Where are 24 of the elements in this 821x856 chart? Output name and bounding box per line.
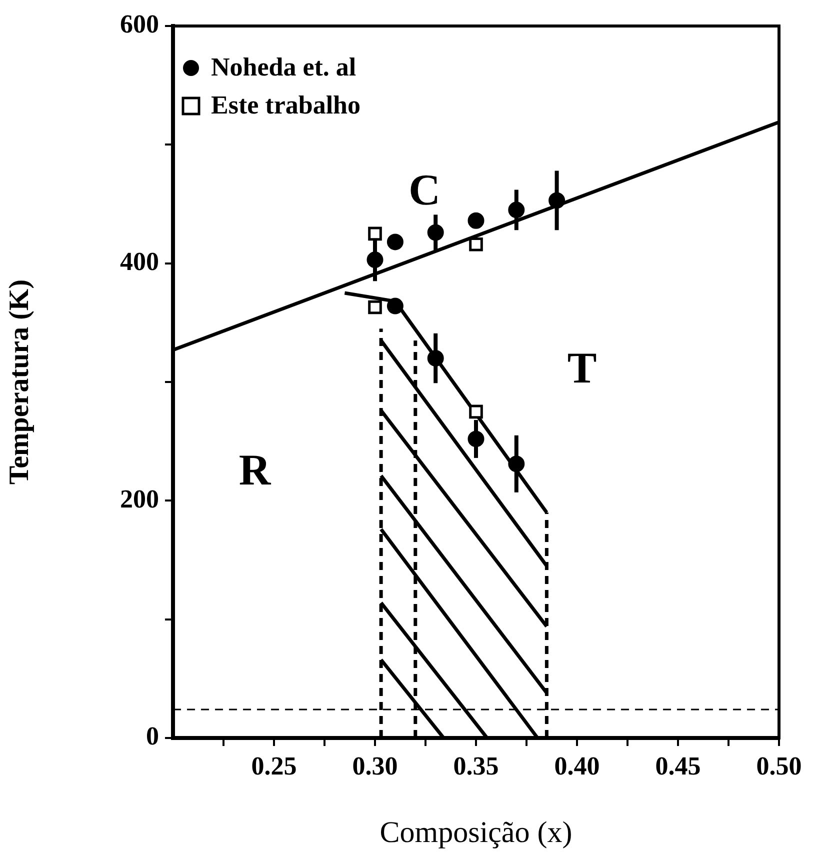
point bbox=[368, 300, 382, 314]
x-tick-label: 0.50 bbox=[756, 751, 802, 780]
annotation: R bbox=[238, 445, 272, 494]
y-tick-label: 600 bbox=[120, 10, 159, 39]
point bbox=[386, 298, 404, 314]
annotation: T bbox=[567, 344, 597, 393]
point bbox=[469, 404, 483, 419]
point bbox=[468, 212, 484, 229]
legend-label: Noheda et. al bbox=[211, 52, 356, 82]
y-tick-label: 0 bbox=[146, 722, 159, 751]
legend-label: Este trabalho bbox=[211, 90, 360, 120]
x-axis-title: Composição (x) bbox=[380, 816, 572, 849]
y-axis-title: Temperatura (K) bbox=[4, 279, 36, 485]
x-tick-label: 0.40 bbox=[554, 751, 600, 780]
point bbox=[386, 234, 404, 250]
annotation: C bbox=[408, 166, 440, 215]
x-tick-label: 0.35 bbox=[453, 751, 499, 780]
x-tick-label: 0.30 bbox=[352, 751, 398, 780]
point bbox=[469, 237, 483, 252]
y-tick-label: 400 bbox=[120, 247, 159, 276]
point bbox=[368, 226, 382, 241]
x-tick-label: 0.25 bbox=[251, 751, 297, 780]
y-tick-label: 200 bbox=[120, 484, 159, 514]
x-tick-label: 0.45 bbox=[655, 751, 701, 780]
